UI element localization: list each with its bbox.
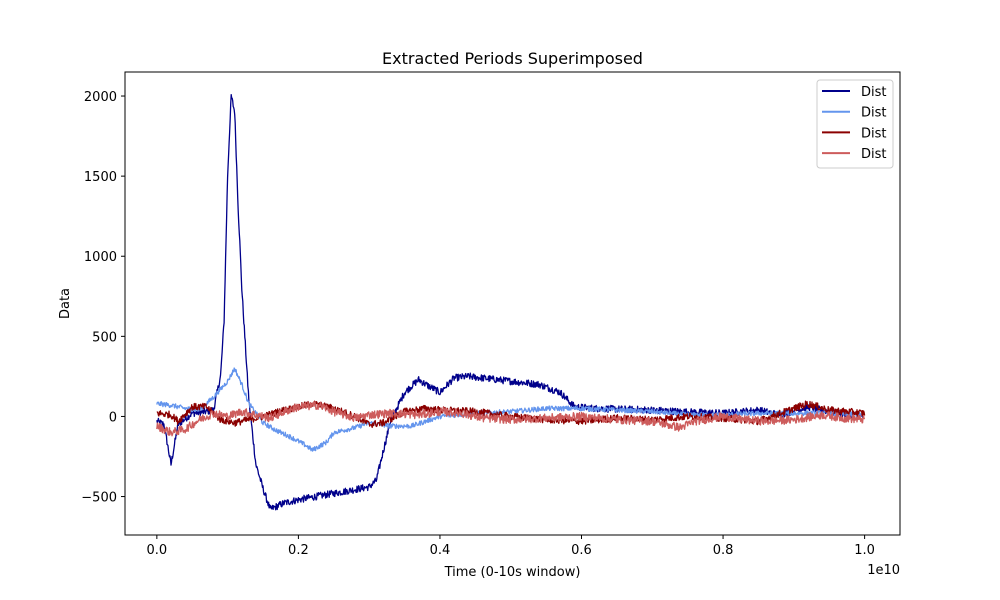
series-line-1	[156, 93, 865, 511]
x-axis: 0.0 0.2 0.4 0.6 0.8 1.0	[147, 535, 875, 558]
chart-title: Extracted Periods Superimposed	[382, 49, 643, 68]
y-axis: −500 0 500 1000 1500 2000	[81, 90, 125, 506]
y-tick-label: 0	[109, 410, 117, 425]
series-layer	[156, 93, 866, 511]
x-tick-label: 0.2	[288, 543, 309, 558]
y-tick-label: 1500	[84, 170, 117, 185]
x-tick-label: 0.4	[430, 543, 451, 558]
x-axis-offset-label: 1e10	[867, 563, 900, 578]
series-line-4	[156, 401, 866, 437]
x-tick-label: 0.0	[147, 543, 168, 558]
legend-label-2: Dist	[861, 106, 887, 121]
legend: Dist Dist Dist Dist	[816, 79, 894, 169]
x-tick-label: 0.8	[713, 543, 734, 558]
y-axis-label: Data	[58, 288, 73, 319]
series-line-2	[156, 367, 866, 452]
legend-box	[816, 79, 894, 169]
plot-frame	[124, 71, 901, 536]
legend-label-3: Dist	[861, 126, 887, 141]
y-tick-label: 1000	[84, 250, 117, 265]
legend-label-4: Dist	[861, 147, 887, 162]
x-axis-label: Time (0-10s window)	[444, 565, 581, 580]
y-tick-label: 500	[92, 330, 117, 345]
x-tick-label: 1.0	[854, 543, 875, 558]
y-tick-label: −500	[81, 491, 117, 506]
legend-label-1: Dist	[861, 85, 887, 100]
y-tick-label: 2000	[84, 90, 117, 105]
x-tick-label: 0.6	[571, 543, 592, 558]
